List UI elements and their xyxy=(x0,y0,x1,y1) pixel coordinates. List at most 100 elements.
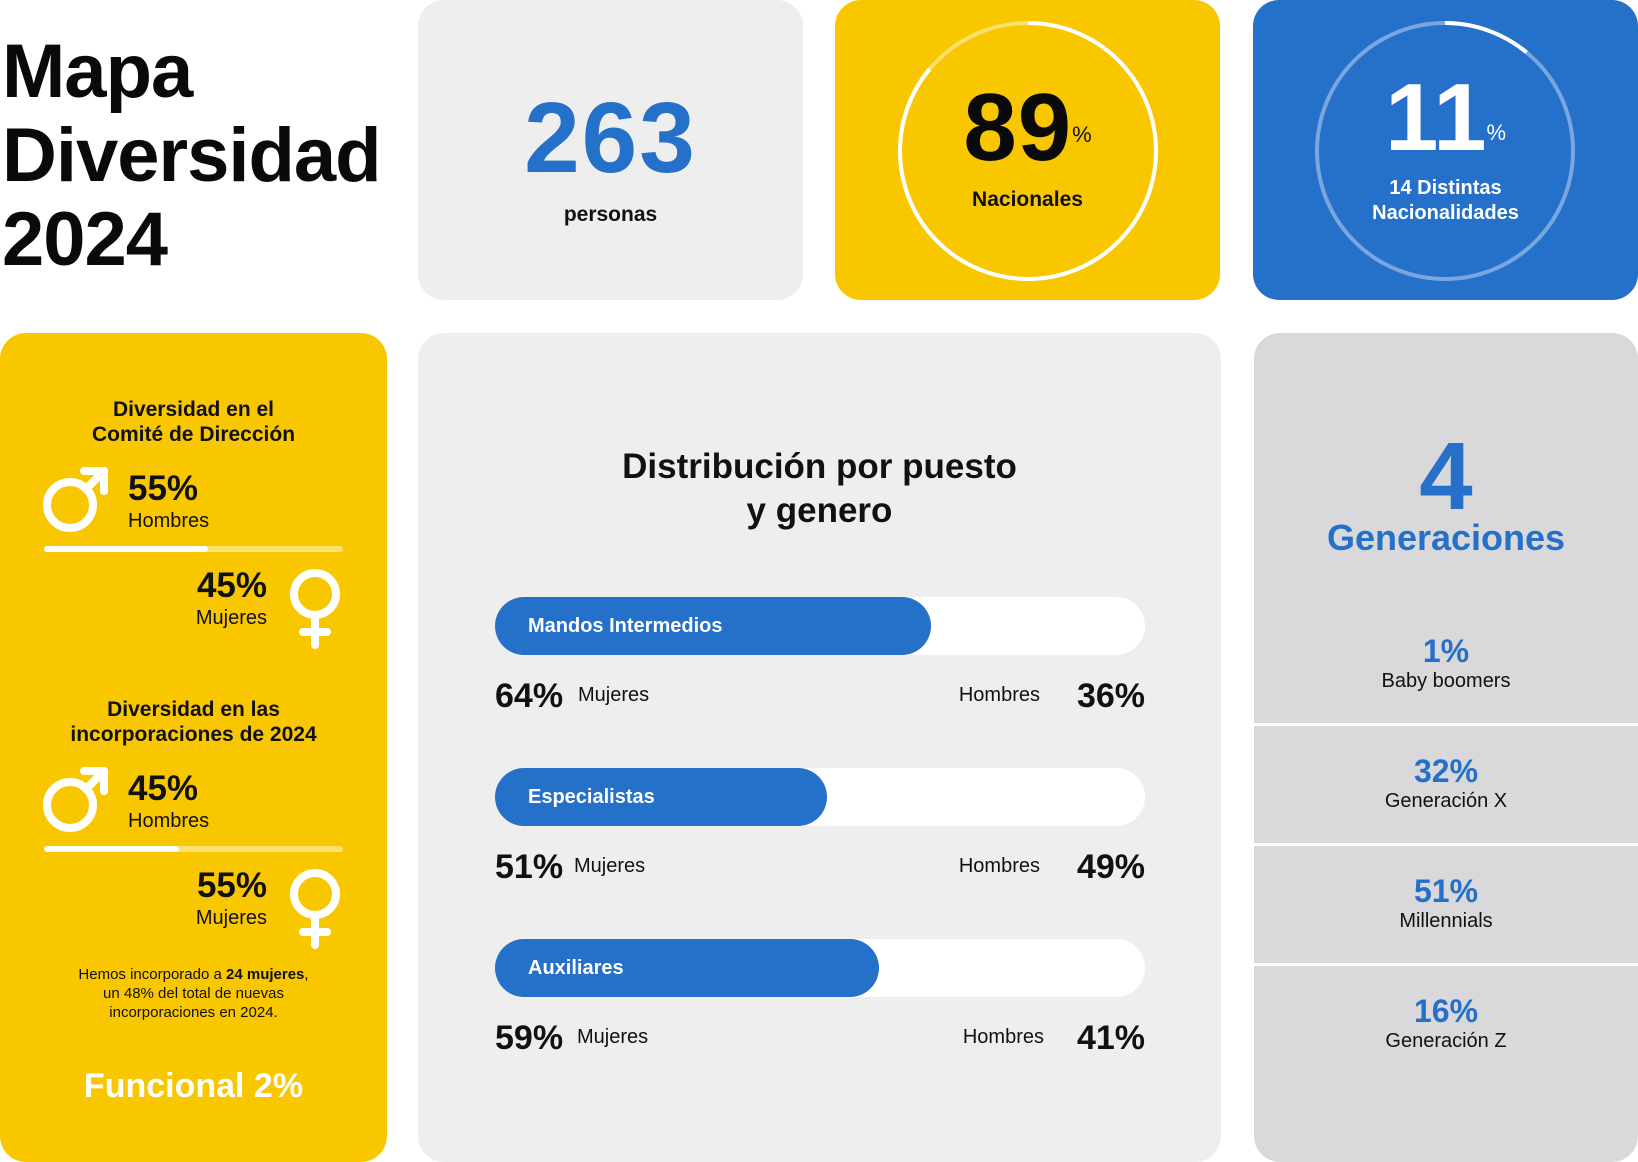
men-label: Hombres xyxy=(958,855,1040,877)
functional-label: Funcional 2% xyxy=(83,1067,304,1105)
generation-pct: 16% xyxy=(1413,993,1479,1029)
hires-title-line-2: incorporaciones de 2024 xyxy=(70,723,317,746)
men-pct: 41% xyxy=(1076,1019,1145,1057)
distribution-bar: Auxiliares xyxy=(495,939,1145,997)
men-label: Hombres xyxy=(958,684,1040,706)
generation-label: Generación Z xyxy=(1385,1030,1507,1052)
female-symbol-icon xyxy=(290,869,340,949)
note-text-end: , xyxy=(304,966,309,983)
generation-item: 51% Millennials xyxy=(1254,863,1638,981)
nationalities-label-line-1: 14 Distintas xyxy=(1389,177,1502,199)
women-pct: 59% xyxy=(495,1019,564,1057)
committee-title-line-2: Comité de Dirección xyxy=(91,423,296,446)
committee-title-line-1: Diversidad en el xyxy=(112,398,275,421)
distribution-bar: Especialistas xyxy=(495,768,1145,826)
nationalities-ring xyxy=(1315,21,1575,281)
hires-title: Diversidad en las incorporaciones de 202… xyxy=(0,697,387,747)
nationals-ring xyxy=(898,21,1158,281)
distribution-bar-fill xyxy=(495,597,931,655)
nationals-card: 89% Nacionales xyxy=(835,0,1220,300)
generation-item: 1% Baby boomers xyxy=(1254,623,1638,741)
generation-label: Generación X xyxy=(1384,790,1508,812)
distribution-card: Distribución por puesto y genero Mandos … xyxy=(418,333,1221,1162)
people-card: 263 personas xyxy=(418,0,803,300)
hires-men: 45% Hombres xyxy=(128,771,209,833)
generation-divider xyxy=(1254,843,1638,846)
generations-label: Generaciones xyxy=(1326,517,1566,558)
generation-label: Millennials xyxy=(1399,910,1493,932)
committee-women: 45% Mujeres xyxy=(140,568,267,630)
note-bold: 24 mujeres xyxy=(226,966,305,983)
committee-women-label: Mujeres xyxy=(195,607,267,629)
hires-note-line-1: Hemos incorporado a 24 mujeres, xyxy=(0,965,387,984)
title-line-3: 2024 xyxy=(2,197,168,282)
female-symbol-icon xyxy=(290,569,340,649)
women-pct: 51% xyxy=(495,848,564,886)
hires-gender-bar xyxy=(44,846,343,852)
women-label: Mujeres xyxy=(577,1026,649,1048)
people-label: personas xyxy=(563,203,658,226)
distribution-bar-label: Especialistas xyxy=(528,786,655,808)
distribution-title-line-2: y genero xyxy=(746,491,893,530)
distribution-bar-label: Mandos Intermedios xyxy=(528,615,723,637)
page-title: Mapa Diversidad 2024 xyxy=(2,30,402,282)
distribution-title: Distribución por puesto y genero xyxy=(418,445,1221,533)
title-line-2: Diversidad xyxy=(2,113,382,198)
distribution-title-line-1: Distribución por puesto xyxy=(622,447,1017,486)
hires-title-line-1: Diversidad en las xyxy=(107,698,280,721)
men-label: Hombres xyxy=(962,1026,1044,1048)
nationalities-value-group: 11% xyxy=(1253,70,1638,166)
note-text: Hemos incorporado a xyxy=(78,966,226,983)
nationalities-card: 11% 14 Distintas Nacionalidades xyxy=(1253,0,1638,300)
nationals-value: 89 xyxy=(963,74,1073,181)
committee-gender-bar-fill xyxy=(44,546,209,552)
committee-gender-bar xyxy=(44,546,343,552)
distribution-bar-fill xyxy=(495,939,879,997)
distribution-bar-fill xyxy=(495,768,827,826)
generation-divider xyxy=(1254,723,1638,726)
generation-pct: 51% xyxy=(1413,873,1479,909)
diversity-card: Diversidad en el Comité de Dirección 55%… xyxy=(0,333,387,1162)
nationals-value-group: 89% xyxy=(835,80,1220,176)
hires-note: Hemos incorporado a 24 mujeres, un 48% d… xyxy=(0,965,387,1022)
committee-men-pct: 55% xyxy=(128,469,199,508)
male-symbol-icon xyxy=(43,767,108,832)
people-count: 263 xyxy=(524,82,697,194)
distribution-bar: Mandos Intermedios xyxy=(495,597,1145,655)
hires-women-pct: 55% xyxy=(196,866,267,905)
hires-men-label: Hombres xyxy=(128,810,210,832)
nationalities-unit: % xyxy=(1486,120,1507,145)
committee-men-label: Hombres xyxy=(128,510,210,532)
generation-item: 32% Generación X xyxy=(1254,743,1638,861)
nationalities-label-line-2: Nacionalidades xyxy=(1372,202,1519,224)
generation-pct: 1% xyxy=(1422,633,1470,669)
generation-divider xyxy=(1254,963,1638,966)
male-symbol-icon xyxy=(43,467,108,532)
hires-gender-bar-fill xyxy=(44,846,179,852)
committee-men: 55% Hombres xyxy=(128,471,209,533)
hires-note-line-2: un 48% del total de nuevas xyxy=(103,985,284,1002)
hires-note-line-3: incorporaciones en 2024. xyxy=(109,1004,278,1021)
generation-label: Baby boomers xyxy=(1381,670,1511,692)
title-line-1: Mapa xyxy=(2,29,193,114)
hires-women-label: Mujeres xyxy=(195,907,267,929)
committee-women-pct: 45% xyxy=(196,566,267,605)
nationals-label: Nacionales xyxy=(972,188,1083,211)
generations-count: 4 xyxy=(1419,423,1473,530)
generations-card: 4 Generaciones 1% Baby boomers 32% Gener… xyxy=(1254,333,1638,1162)
nationalities-ring-progress xyxy=(1315,21,1575,281)
nationalities-value: 11 xyxy=(1384,64,1487,171)
men-pct: 49% xyxy=(1076,848,1145,886)
distribution-bar-label: Auxiliares xyxy=(528,957,624,979)
generation-item: 16% Generación Z xyxy=(1254,983,1638,1101)
women-label: Mujeres xyxy=(574,855,646,877)
nationalities-label: 14 Distintas Nacionalidades xyxy=(1253,176,1638,226)
nationals-unit: % xyxy=(1072,122,1092,147)
generation-pct: 32% xyxy=(1413,753,1479,789)
women-pct: 64% xyxy=(495,677,564,715)
hires-women: 55% Mujeres xyxy=(140,868,267,930)
men-pct: 36% xyxy=(1076,677,1145,715)
hires-men-pct: 45% xyxy=(128,769,199,808)
committee-title: Diversidad en el Comité de Dirección xyxy=(0,397,387,447)
women-label: Mujeres xyxy=(578,684,650,706)
